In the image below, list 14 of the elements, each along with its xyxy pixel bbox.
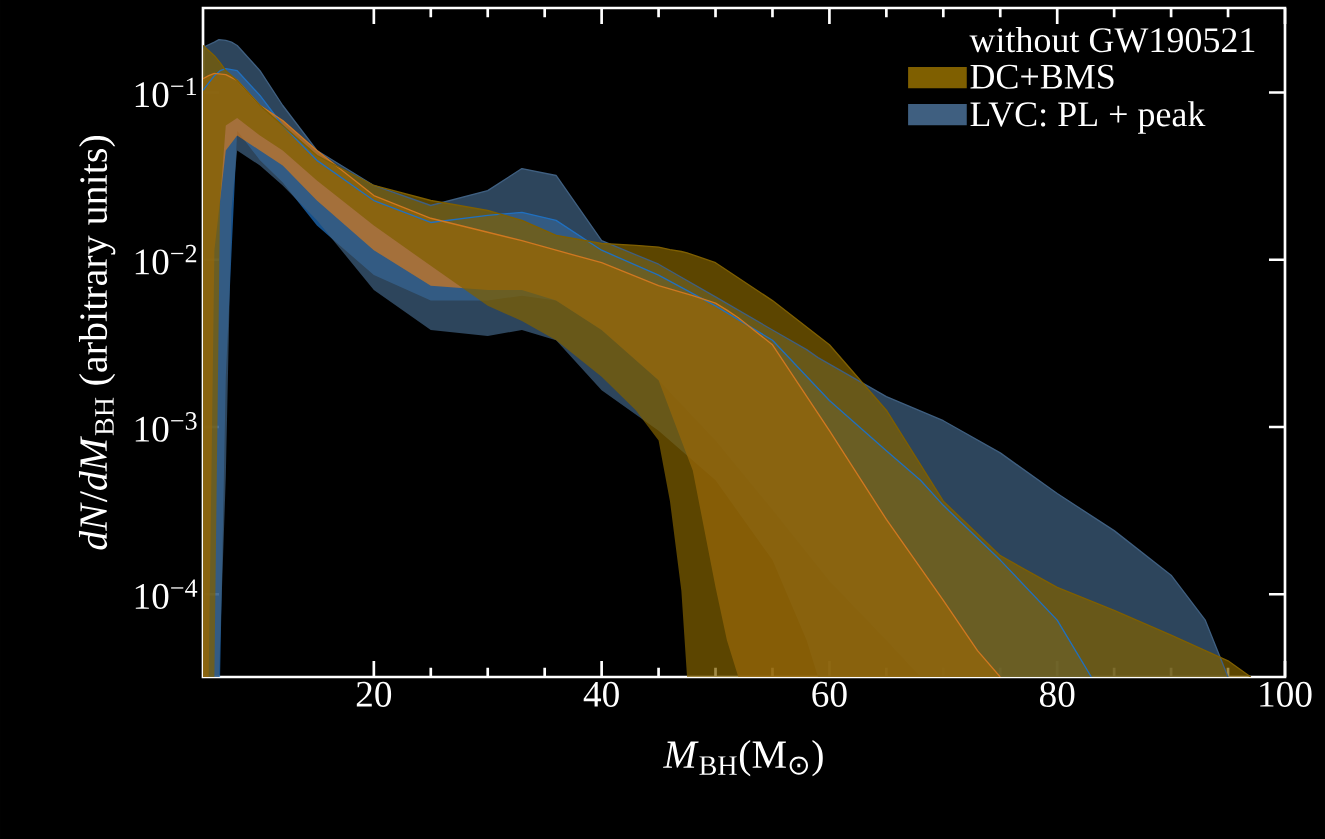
x-tick-label: 20 [356, 681, 392, 707]
x-tick-label: 80 [1039, 681, 1075, 707]
y-tick-label: 10$^{−4}$ [135, 579, 198, 610]
x-tick-label: 60 [812, 681, 847, 707]
x-tick-label: 100 [1260, 681, 1312, 707]
x-axis-title: M$_{BH}$(M$_{⊙}$) [663, 740, 823, 777]
y-axis-title: dN/dM$_{BH}$ (arbitrary units) [78, 136, 116, 550]
x-tick-label: 40 [583, 681, 619, 707]
legend-title: without GW190521 [969, 26, 1255, 53]
y-tick-label: 10$^{−2}$ [135, 244, 197, 275]
legend-label: DC+BMS [970, 64, 1114, 89]
legend-label: LVC: PL + peak [970, 101, 1206, 134]
y-tick-label: 10$^{−3}$ [135, 412, 197, 442]
y-tick-label: 10$^{−1}$ [135, 77, 197, 108]
